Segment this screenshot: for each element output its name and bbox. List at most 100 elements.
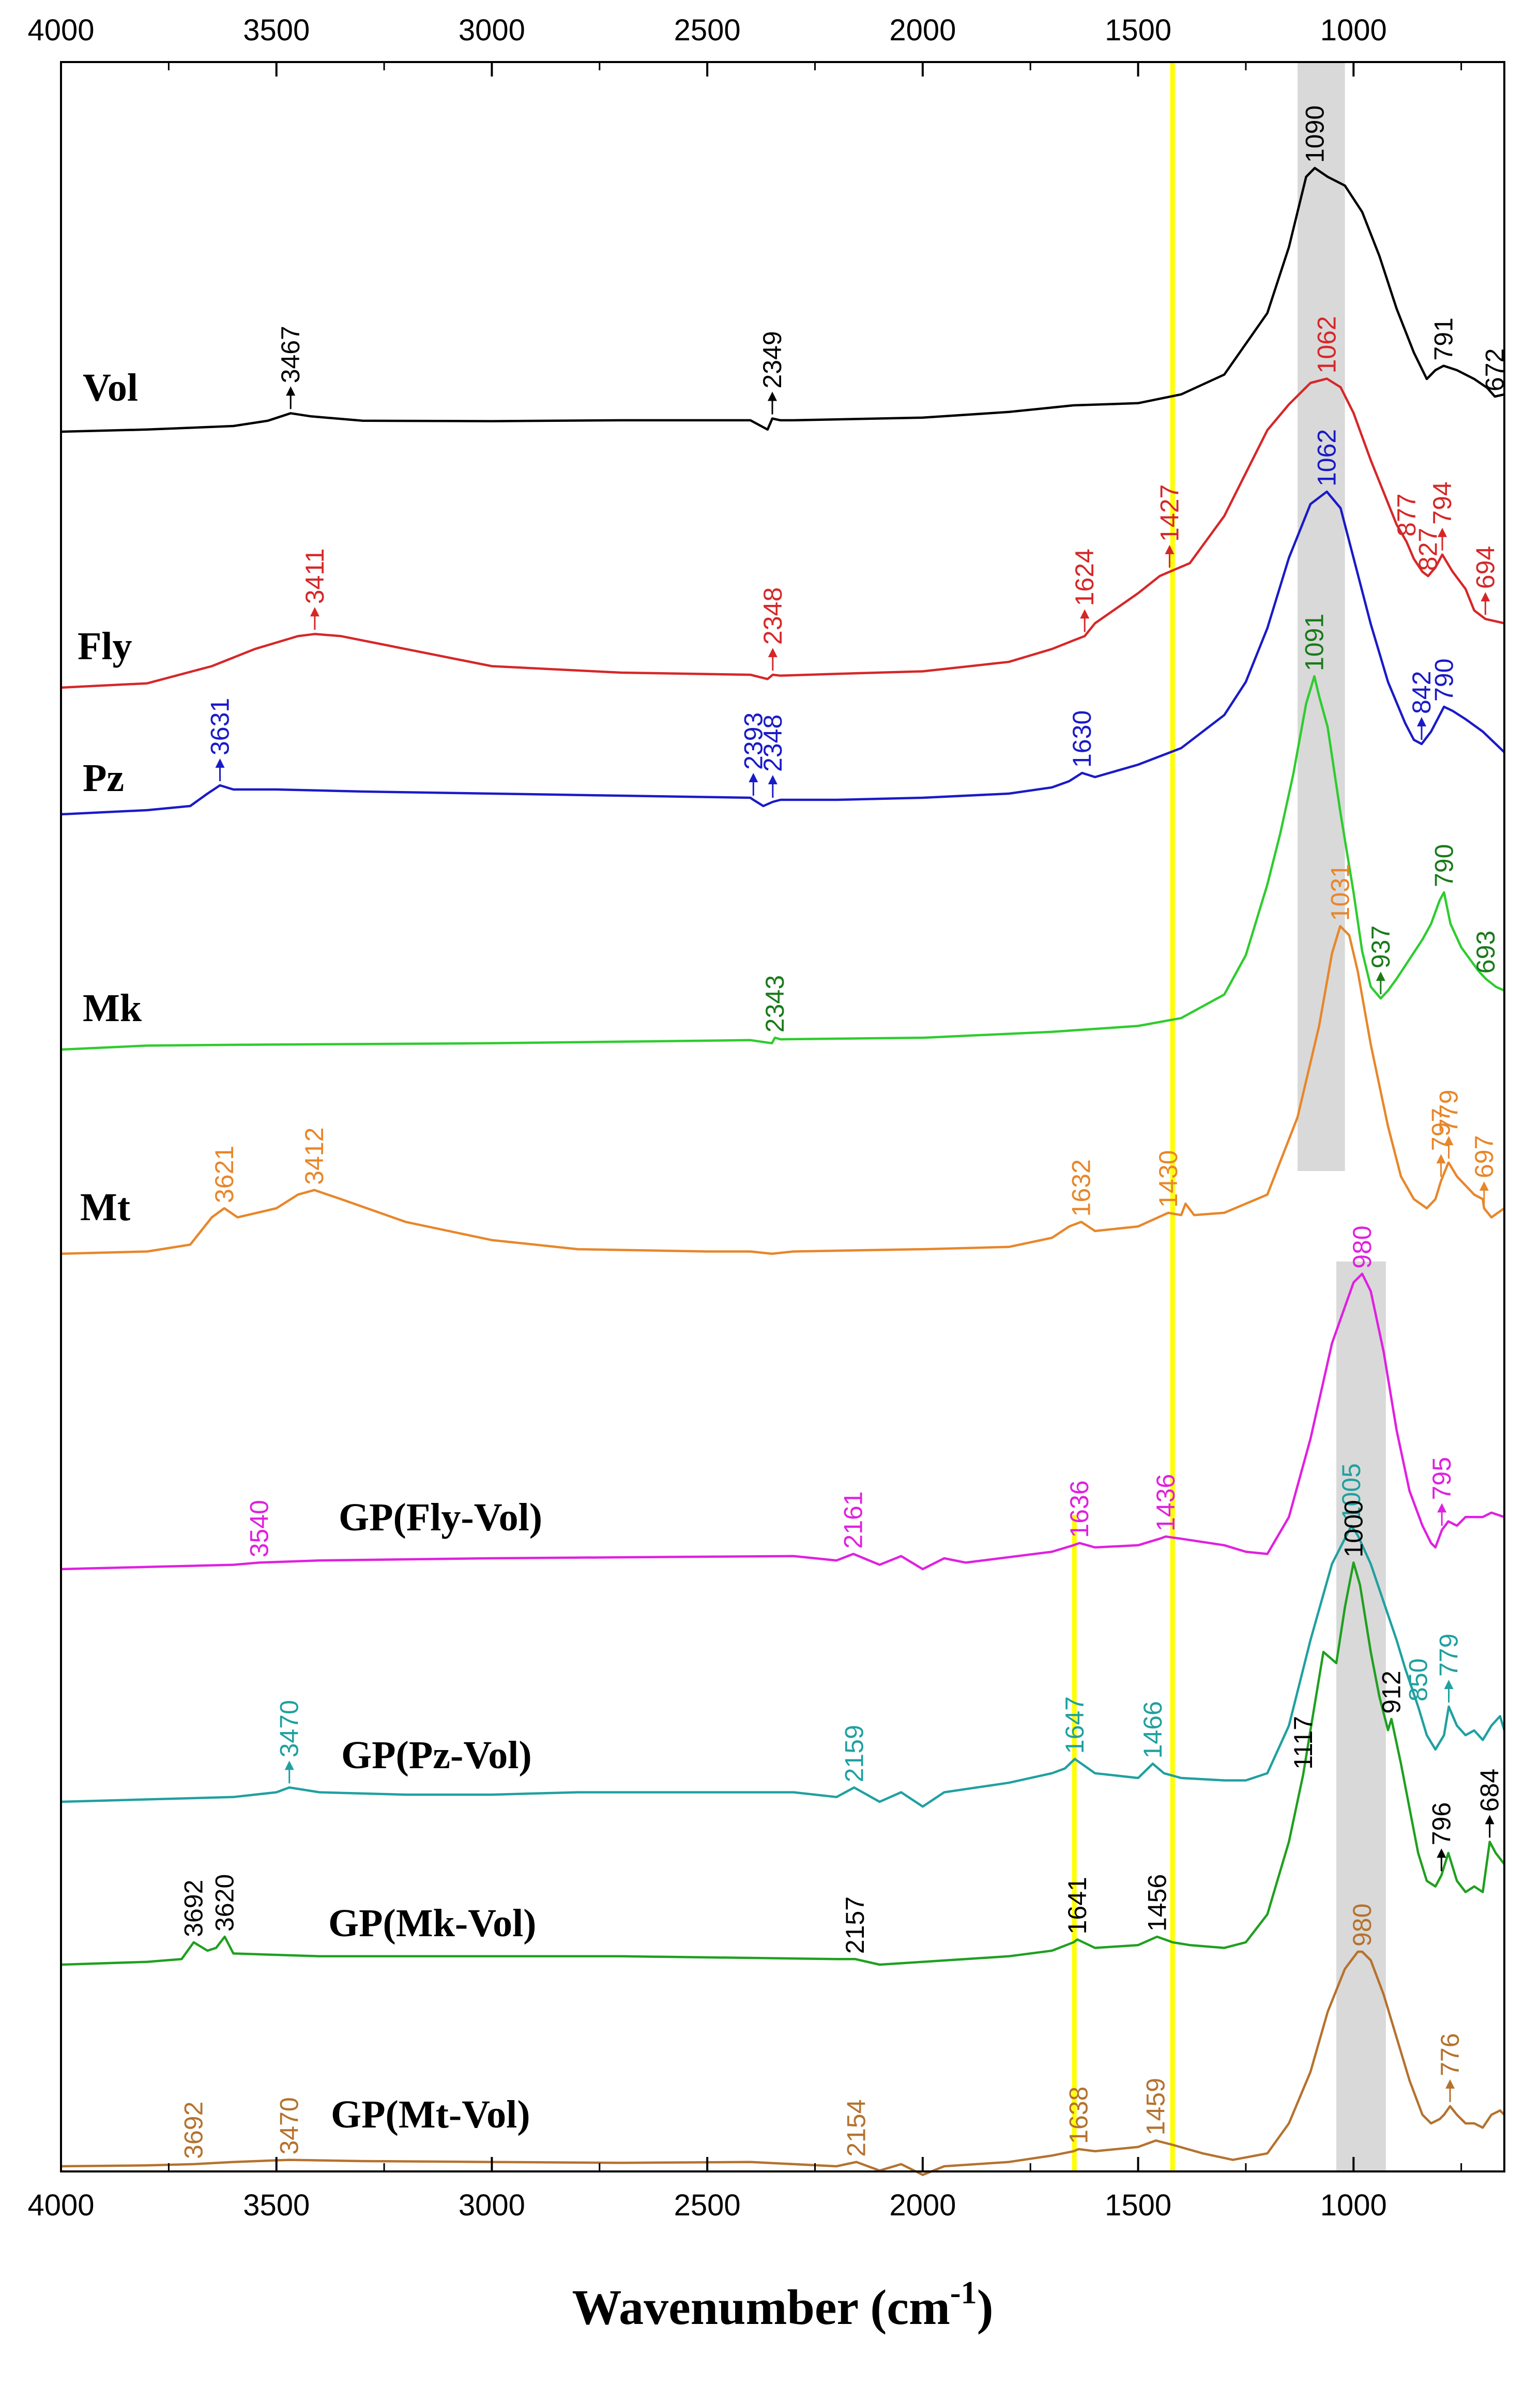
peak-label: 912 [1377, 1670, 1406, 1713]
peak-annotation-gp-mt-vol-2154: 2154 [842, 2099, 871, 2156]
peak-annotation-fly-827: 827 [1413, 528, 1442, 571]
peak-annotation-pz-1630: 1630 [1068, 710, 1096, 768]
peak-annotation-gp-fly-vol-3540: 3540 [245, 1500, 273, 1557]
peak-label: 779 [1434, 1090, 1463, 1133]
peak-label: 2159 [840, 1725, 868, 1782]
peak-annotation-gp-mk-vol-684: 684 [1475, 1769, 1504, 1838]
peak-annotation-gp-mt-vol-1638: 1638 [1064, 2087, 1093, 2144]
top-tick-label: 1000 [1320, 13, 1387, 47]
peak-annotation-gp-mk-vol-3692: 3692 [179, 1880, 208, 1937]
peak-annotation-gp-pz-vol-1466: 1466 [1138, 1701, 1167, 1758]
peak-annotation-pz-2348: 2348 [758, 715, 787, 798]
bottom-tick-label: 1500 [1105, 2189, 1171, 2222]
top-tick-label: 3500 [243, 13, 310, 47]
bottom-tick-label: 2500 [674, 2189, 741, 2222]
annotation-arrow-head [1444, 1680, 1454, 1689]
x-axis-title-superscript: -1 [950, 2275, 977, 2311]
peak-label: 3620 [210, 1874, 239, 1932]
peak-label: 1624 [1070, 549, 1099, 606]
peak-annotation-gp-fly-vol-1436: 1436 [1151, 1474, 1180, 1531]
peak-annotation-pz-2393: 2393 [739, 712, 768, 796]
annotation-arrow-head [1376, 971, 1385, 981]
annotation-arrow-head [1437, 1503, 1447, 1513]
peak-annotation-fly-1062: 1062 [1313, 316, 1341, 373]
series-label-fly: Fly [78, 625, 132, 668]
annotation-arrow-head [768, 648, 777, 658]
peak-label: 3470 [275, 1700, 304, 1757]
peak-annotation-gp-mk-vol-3620: 3620 [210, 1874, 239, 1932]
peak-annotation-gp-mt-vol-776: 776 [1436, 2033, 1465, 2102]
peak-annotation-pz-1062: 1062 [1313, 429, 1341, 487]
peak-label: 1647 [1060, 1696, 1089, 1754]
peak-annotation-pz-790: 790 [1429, 659, 1458, 702]
peak-label: 697 [1470, 1135, 1499, 1178]
reference-lines [1072, 62, 1175, 2171]
peak-annotation-gp-mk-vol-796: 796 [1427, 1802, 1456, 1872]
peak-label: 980 [1348, 1904, 1377, 1947]
series-line-gp-mk-vol [60, 1561, 1505, 1966]
peak-annotation-gp-mk-vol-912: 912 [1377, 1670, 1406, 1713]
peak-label: 3470 [275, 2097, 304, 2154]
peak-annotation-gp-pz-vol-3470: 3470 [275, 1700, 304, 1784]
peak-label: 694 [1471, 546, 1500, 589]
peak-label: 1638 [1064, 2087, 1093, 2144]
series-line-gp-mt-vol [60, 1950, 1505, 2176]
peak-annotation-gp-fly-vol-795: 795 [1427, 1457, 1456, 1526]
series-line-mk [60, 675, 1505, 1051]
peak-annotation-fly-877: 877 [1392, 493, 1421, 536]
peak-label: 795 [1427, 1457, 1456, 1500]
annotation-arrow-head [1485, 1815, 1495, 1825]
peak-label: 980 [1348, 1225, 1377, 1268]
series-label-pz: Pz [83, 756, 124, 800]
peak-label: 1636 [1065, 1480, 1094, 1538]
x-axis-title-close: ) [977, 2279, 994, 2335]
peak-annotation-gp-mk-vol-1641: 1641 [1063, 1877, 1092, 1934]
annotation-arrow-head [1479, 1181, 1489, 1191]
peak-annotation-fly-2348: 2348 [758, 587, 787, 671]
peak-annotation-gp-pz-vol-2159: 2159 [840, 1725, 868, 1782]
peak-annotation-fly-1427: 1427 [1155, 484, 1184, 568]
peak-label: 776 [1436, 2033, 1465, 2076]
annotation-arrow-head [1481, 592, 1490, 602]
peak-annotation-mt-1430: 1430 [1154, 1150, 1183, 1208]
peak-annotation-gp-fly-vol-980: 980 [1348, 1225, 1377, 1268]
peak-label: 2157 [841, 1896, 870, 1954]
peak-label: 2349 [758, 331, 787, 388]
peak-label: 2154 [842, 2099, 871, 2156]
peak-annotation-fly-694: 694 [1471, 546, 1500, 615]
bottom-tick-label: 3500 [243, 2189, 310, 2222]
peak-annotation-gp-mk-vol-2157: 2157 [841, 1896, 870, 1954]
peak-label: 1436 [1151, 1474, 1180, 1531]
annotation-arrow-head [1416, 717, 1426, 726]
peak-label: 877 [1392, 493, 1421, 536]
annotation-arrow-head [286, 386, 296, 396]
series-line-mt [60, 925, 1505, 1255]
series-line-fly [60, 377, 1505, 689]
peak-label: 1117 [1289, 1716, 1318, 1770]
peak-label: 1632 [1067, 1159, 1096, 1217]
bottom-tick-label: 1000 [1320, 2189, 1387, 2222]
peak-annotation-gp-mk-vol-1000: 1000 [1339, 1500, 1368, 1557]
peak-label: 1630 [1068, 710, 1096, 768]
peak-label: 827 [1413, 528, 1442, 571]
bottom-tick-label: 2000 [889, 2189, 956, 2222]
peak-annotation-pz-842: 842 [1407, 671, 1436, 740]
peak-label: 1641 [1063, 1877, 1092, 1934]
series-line-vol [60, 166, 1505, 433]
bottom-tick-label: 4000 [27, 2189, 94, 2222]
peak-label: 842 [1407, 671, 1436, 714]
x-axis-title-text: Wavenumber (cm [572, 2279, 950, 2335]
peak-label: 1459 [1141, 2078, 1170, 2135]
peak-label: 684 [1475, 1769, 1504, 1812]
peak-label: 791 [1429, 317, 1458, 360]
peak-annotation-mt-779: 779 [1434, 1090, 1463, 1159]
top-tick-label: 3000 [459, 13, 525, 47]
bottom-tick-label: 3000 [459, 2189, 525, 2222]
series-label-gp-mt-vol: GP(Mt-Vol) [331, 2093, 530, 2136]
peak-label: 2393 [739, 712, 768, 770]
peak-annotation-mk-693: 693 [1471, 931, 1500, 974]
peak-label: 1456 [1142, 1874, 1171, 1932]
annotation-arrow-head [284, 1760, 294, 1770]
peak-label: 3467 [276, 326, 305, 383]
